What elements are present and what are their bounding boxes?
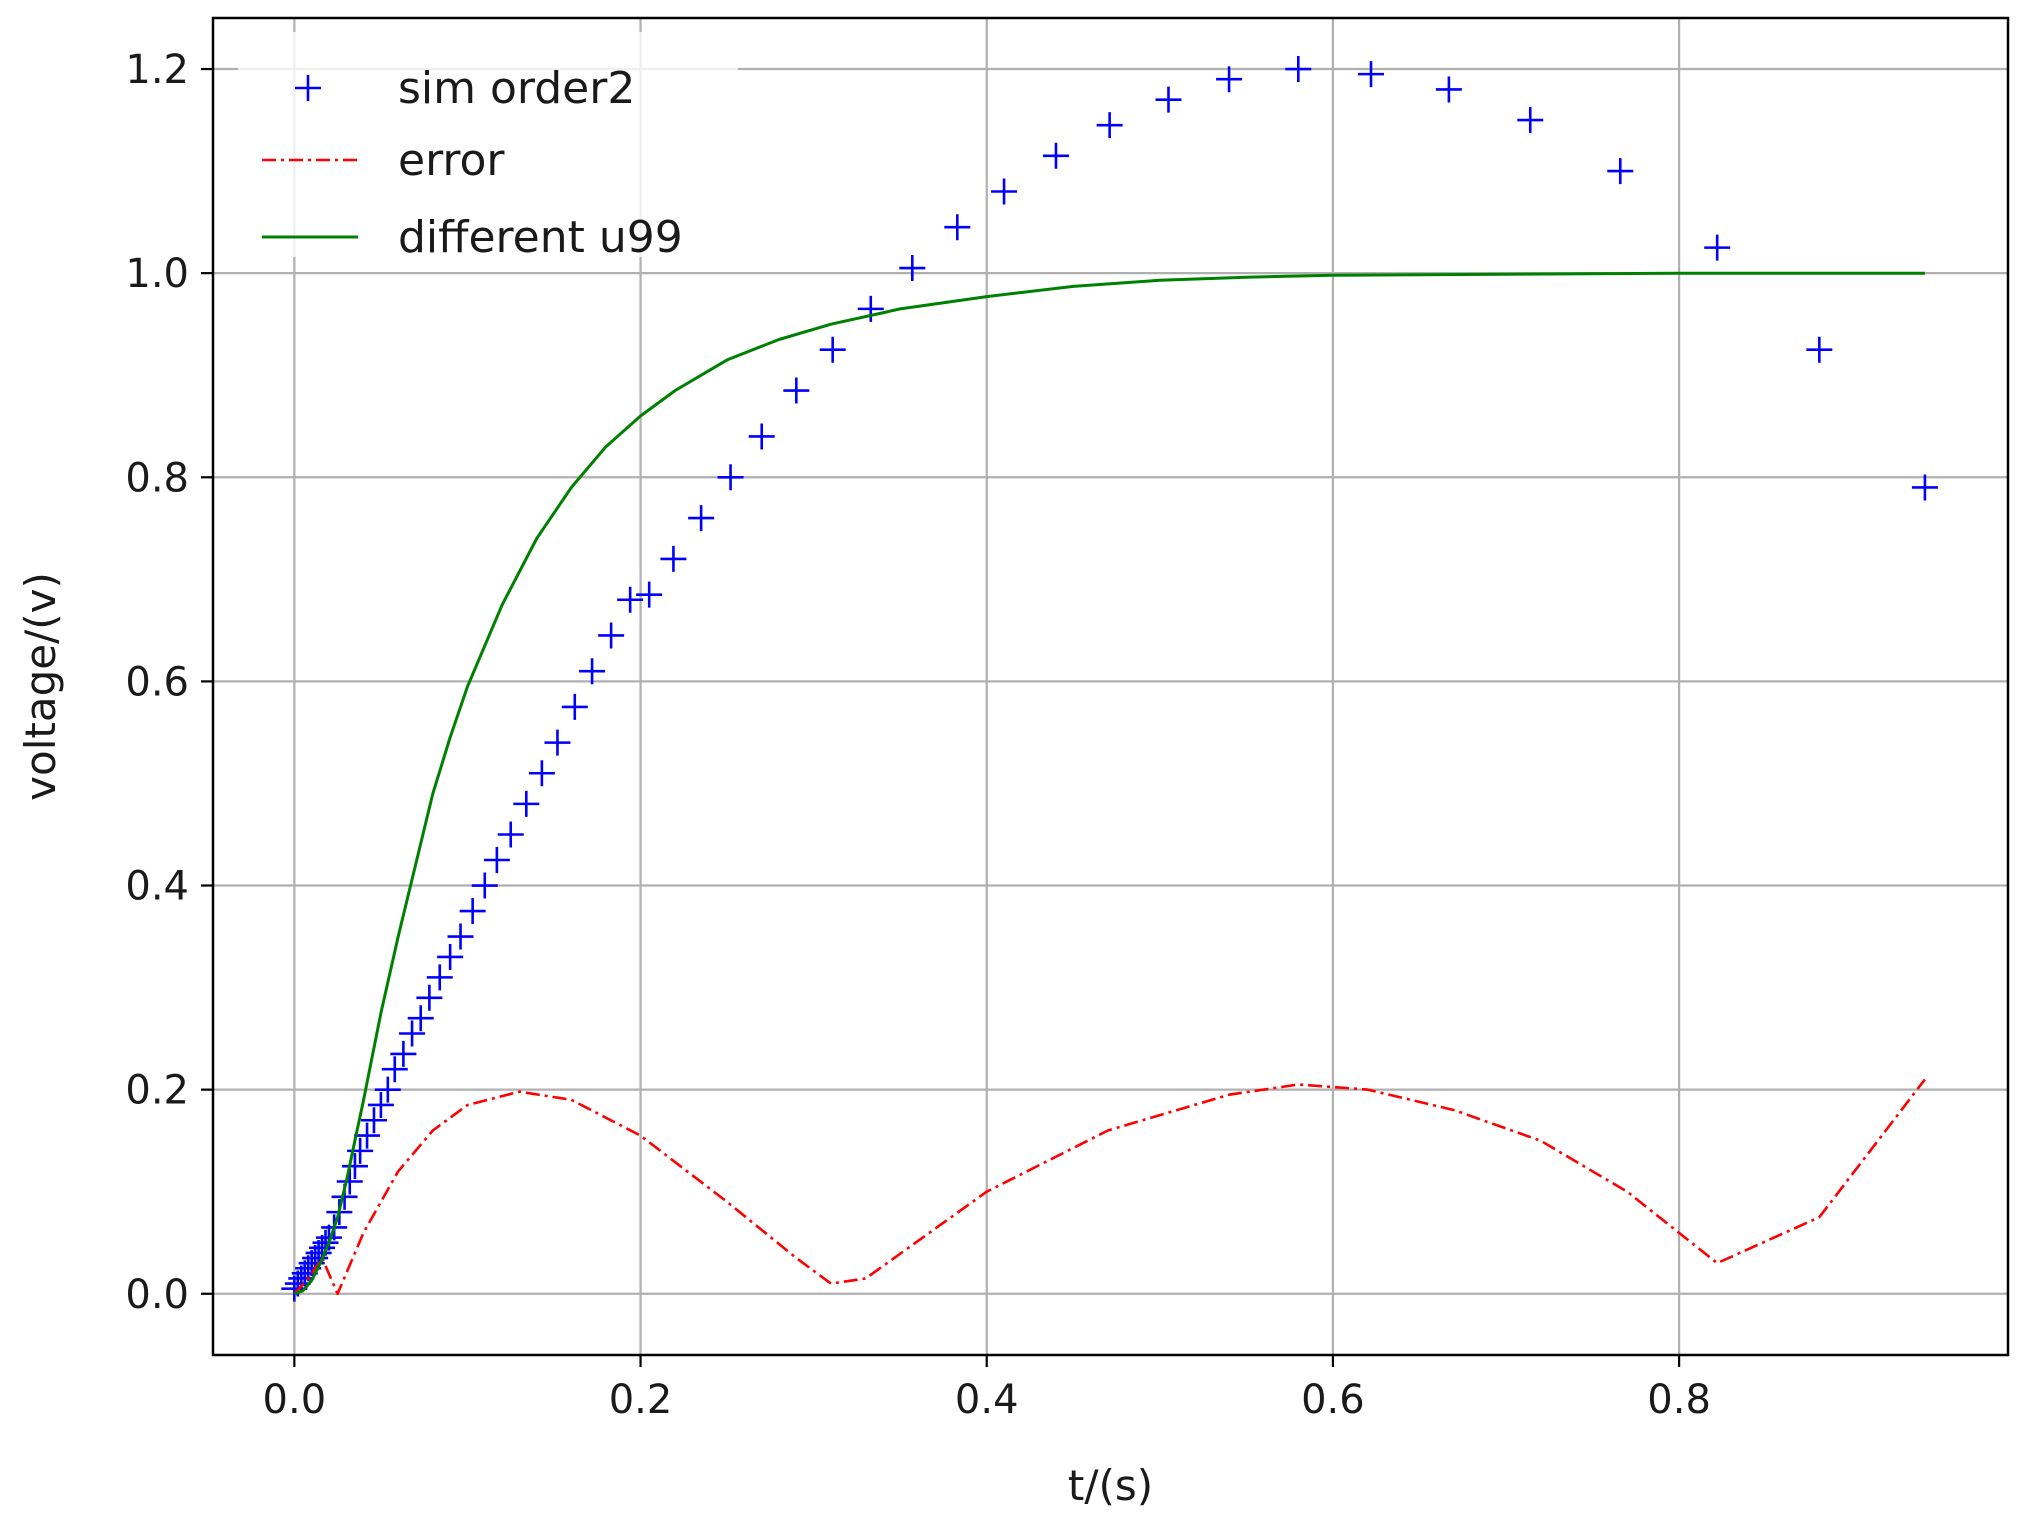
- scatter-point: [399, 1020, 426, 1047]
- scatter-point: [1517, 107, 1544, 134]
- x-tick-label: 0.6: [1301, 1377, 1365, 1423]
- series-error: [293, 1078, 1926, 1296]
- scatter-point: [1285, 56, 1312, 83]
- scatter-point: [717, 464, 744, 491]
- x-tick-label: 0.0: [263, 1377, 327, 1423]
- scatter-point: [991, 178, 1018, 205]
- scatter-point: [336, 1168, 363, 1195]
- scatter-point: [857, 295, 884, 322]
- scatter-point: [617, 586, 644, 613]
- scatter-point: [354, 1122, 381, 1149]
- scatter-point: [748, 423, 775, 450]
- scatter-point: [944, 214, 971, 241]
- scatter-point: [471, 872, 498, 899]
- scatter-point: [561, 693, 588, 720]
- plot-series: [281, 56, 1938, 1302]
- y-tick-label: 1.2: [125, 47, 189, 93]
- legend-marker: [295, 75, 321, 101]
- legend-box: [238, 32, 738, 257]
- scatter-point: [381, 1056, 408, 1083]
- scatter-point: [291, 1260, 318, 1287]
- scatter-point: [783, 377, 810, 404]
- scatter-point: [367, 1091, 394, 1118]
- scatter-point: [1911, 474, 1938, 501]
- scatter-point: [1607, 158, 1634, 185]
- scatter-point: [579, 658, 606, 685]
- scatter-point: [544, 729, 571, 756]
- scatter-point: [447, 923, 474, 950]
- y-axis-label: voltage/(v): [16, 572, 65, 801]
- series-sim-order2: [281, 56, 1938, 1302]
- scatter-point: [513, 790, 540, 817]
- y-tick-label: 0.6: [125, 659, 189, 705]
- plot-frame: [211, 16, 2010, 1357]
- series-line: [293, 271, 1925, 1296]
- scatter-point: [390, 1040, 417, 1067]
- scatter-point: [636, 581, 663, 608]
- scatter-point: [374, 1076, 401, 1103]
- scatter-point: [1806, 336, 1833, 363]
- scatter-point: [598, 622, 625, 649]
- scatter-point: [1155, 86, 1182, 113]
- scatter-point: [459, 898, 486, 925]
- scatter-point: [1704, 234, 1731, 261]
- scatter-point: [426, 964, 453, 991]
- legend-label: different u99: [398, 212, 683, 263]
- y-tick-label: 0.4: [125, 864, 189, 910]
- scatter-point: [660, 545, 687, 572]
- y-tick-label: 0.0: [125, 1272, 189, 1318]
- scatter-point: [1216, 66, 1243, 93]
- y-tick-label: 0.2: [125, 1068, 189, 1114]
- scatter-point: [360, 1107, 387, 1134]
- scatter-point: [407, 1005, 434, 1032]
- scatter-point: [1096, 112, 1123, 139]
- series-line: [293, 1078, 1926, 1296]
- legend: sim order2 error different u99: [238, 32, 738, 263]
- y-tick-label: 0.8: [125, 455, 189, 501]
- y-tick-label: 1.0: [125, 251, 189, 297]
- scatter-point: [1435, 76, 1462, 103]
- scatter-point: [1042, 142, 1069, 169]
- scatter-point: [528, 760, 555, 787]
- scatter-point: [1358, 61, 1385, 88]
- x-tick-label: 0.8: [1647, 1377, 1711, 1423]
- scatter-point: [437, 943, 464, 970]
- scatter-point: [899, 255, 926, 282]
- x-tick-label: 0.4: [955, 1377, 1019, 1423]
- x-axis-label: t/(s): [1068, 1461, 1153, 1510]
- scatter-point: [341, 1153, 368, 1180]
- scatter-point: [688, 505, 715, 532]
- legend-label: sim order2: [398, 63, 635, 114]
- scatter-point: [819, 336, 846, 363]
- scatter-point: [416, 984, 443, 1011]
- x-tick-label: 0.2: [609, 1377, 673, 1423]
- scatter-point: [497, 821, 524, 848]
- axis-ticks: 0.0 0.2 0.4 0.6 0.8 0.0 0.2 0.4 0.6 0.8 1.0 1.2: [125, 47, 1711, 1423]
- legend-label: error: [398, 135, 505, 186]
- series-different-u99: [293, 271, 1925, 1296]
- scatter-point: [483, 847, 510, 874]
